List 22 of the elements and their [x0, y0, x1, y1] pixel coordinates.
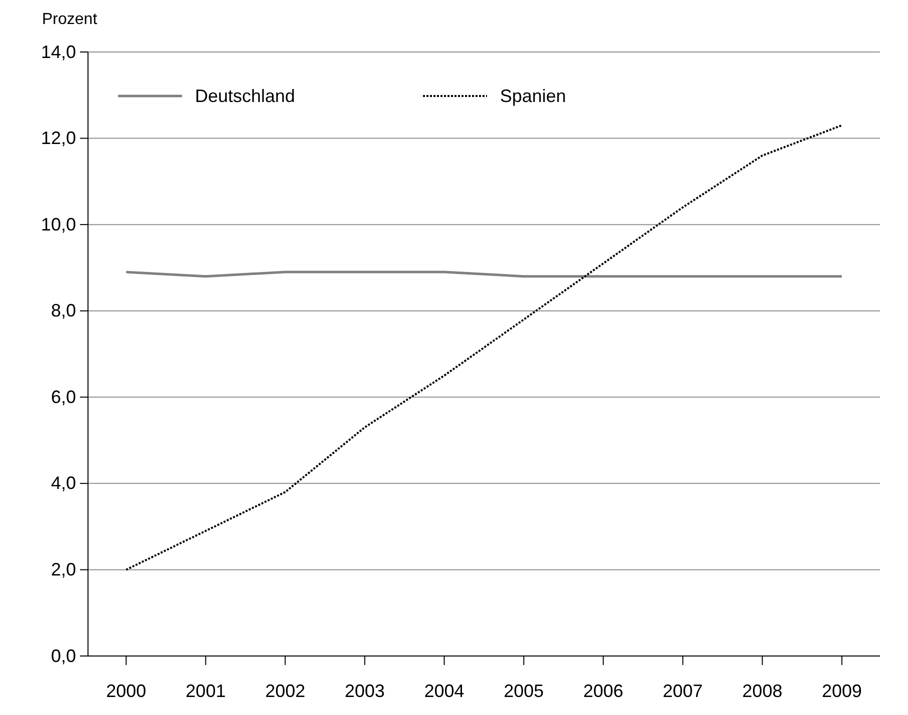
line-series [125, 124, 843, 571]
legend-label: Deutschland [195, 86, 296, 106]
y-axis-title: Prozent [42, 11, 98, 28]
x-tick-label: 2003 [344, 680, 385, 701]
y-tick-label: 4,0 [50, 473, 76, 494]
legend-label: Spanien [500, 86, 566, 106]
y-tick-label: 12,0 [40, 128, 76, 148]
x-tick-label: 2006 [583, 680, 624, 701]
x-tick-label: 2001 [186, 680, 226, 701]
y-tick-label: 8,0 [50, 300, 76, 321]
y-tick-label: 0,0 [50, 646, 76, 666]
x-tick-label: 2007 [662, 680, 703, 701]
x-tick-label: 2009 [822, 680, 862, 701]
x-tick-label: 2004 [424, 680, 464, 701]
x-tick-label: 2000 [106, 680, 146, 701]
x-tick-label: 2002 [265, 680, 306, 701]
y-tick-label: 14,0 [40, 42, 76, 62]
y-tick-label: 6,0 [50, 386, 76, 407]
x-tick-label: 2005 [504, 680, 544, 701]
y-tick-label: 2,0 [50, 559, 76, 580]
y-tick-label: 10,0 [40, 214, 76, 234]
x-tick-label: 2008 [742, 680, 782, 701]
